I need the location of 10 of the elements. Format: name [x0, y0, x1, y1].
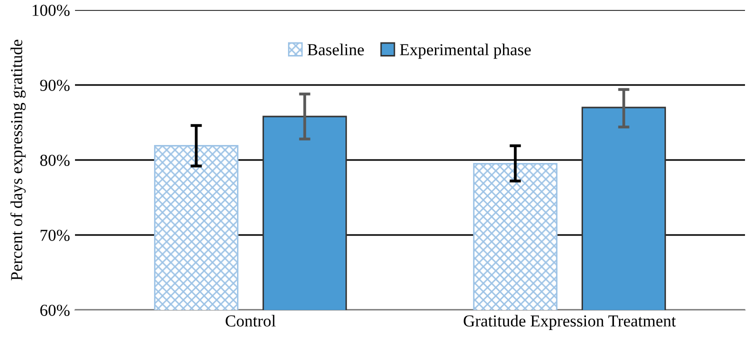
x-tick-label: Gratitude Expression Treatment: [464, 314, 676, 330]
y-tick-label: 80%: [40, 154, 70, 166]
y-tick-label: 70%: [40, 230, 70, 241]
legend-label: Experimental phase: [400, 44, 531, 59]
legend-label: Baseline: [308, 44, 364, 56]
y-tick-label: 60%: [40, 304, 70, 316]
y-tick-label: 90%: [40, 80, 70, 91]
y-tick-label: 100%: [32, 4, 70, 16]
y-axis-title: Percent of days expressing gratitude: [10, 40, 26, 280]
x-tick-label: Control: [226, 314, 276, 327]
